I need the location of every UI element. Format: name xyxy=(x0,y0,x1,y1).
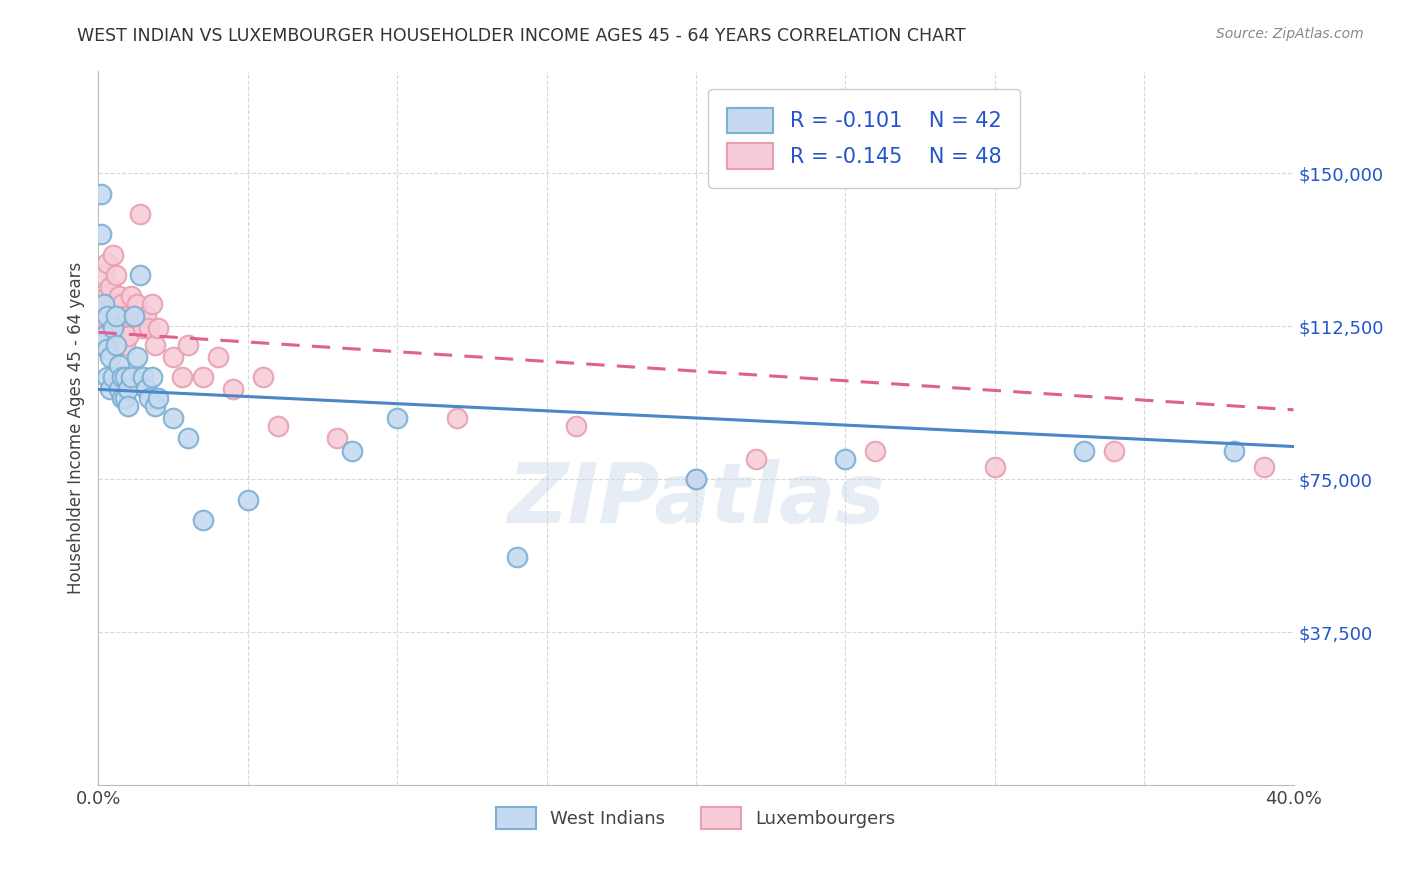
Point xyxy=(148,321,170,335)
Point xyxy=(222,383,245,397)
Point xyxy=(103,321,125,335)
Point xyxy=(127,297,149,311)
Point xyxy=(111,370,134,384)
Point xyxy=(172,370,194,384)
Point xyxy=(90,288,112,302)
Point xyxy=(114,309,136,323)
Point xyxy=(103,370,125,384)
Point xyxy=(105,309,128,323)
Point xyxy=(114,370,136,384)
Point xyxy=(111,321,134,335)
Point xyxy=(143,399,166,413)
Point xyxy=(93,329,115,343)
Point xyxy=(117,309,139,323)
Point xyxy=(135,383,157,397)
Point xyxy=(117,329,139,343)
Point xyxy=(1253,459,1275,474)
Point xyxy=(93,297,115,311)
Point xyxy=(98,383,122,397)
Point xyxy=(114,391,136,405)
Point xyxy=(132,321,155,335)
Point xyxy=(117,399,139,413)
Point xyxy=(129,268,152,283)
Point xyxy=(117,383,139,397)
Point xyxy=(108,288,131,302)
Point xyxy=(98,309,122,323)
Legend: West Indians, Luxembourgers: West Indians, Luxembourgers xyxy=(482,793,910,844)
Point xyxy=(108,358,131,372)
Point xyxy=(90,186,112,201)
Point xyxy=(124,309,146,323)
Point xyxy=(834,451,856,466)
Point xyxy=(236,492,259,507)
Point xyxy=(865,443,887,458)
Text: ZIPatlas: ZIPatlas xyxy=(508,459,884,540)
Text: WEST INDIAN VS LUXEMBOURGER HOUSEHOLDER INCOME AGES 45 - 64 YEARS CORRELATION CH: WEST INDIAN VS LUXEMBOURGER HOUSEHOLDER … xyxy=(77,27,966,45)
Point xyxy=(685,472,707,486)
Point xyxy=(342,443,364,458)
Point xyxy=(135,309,157,323)
Point xyxy=(108,321,131,335)
Point xyxy=(984,459,1007,474)
Point xyxy=(207,350,229,364)
Point xyxy=(1073,443,1095,458)
Point xyxy=(138,321,160,335)
Point xyxy=(96,309,118,323)
Point xyxy=(103,297,125,311)
Point xyxy=(93,268,115,283)
Point xyxy=(191,513,214,527)
Point xyxy=(162,350,184,364)
Point xyxy=(191,370,214,384)
Point xyxy=(127,350,149,364)
Point xyxy=(385,411,409,425)
Point xyxy=(96,256,118,270)
Point xyxy=(105,309,128,323)
Point xyxy=(108,383,131,397)
Point xyxy=(446,411,468,425)
Point xyxy=(90,309,112,323)
Point xyxy=(96,370,118,384)
Point xyxy=(148,391,170,405)
Point xyxy=(114,337,136,351)
Point xyxy=(120,370,142,384)
Point xyxy=(90,337,112,351)
Y-axis label: Householder Income Ages 45 - 64 years: Householder Income Ages 45 - 64 years xyxy=(66,262,84,594)
Point xyxy=(93,297,115,311)
Point xyxy=(98,280,122,294)
Point xyxy=(141,297,163,311)
Point xyxy=(120,288,142,302)
Point xyxy=(506,549,529,564)
Point xyxy=(177,431,200,445)
Point xyxy=(111,391,134,405)
Point xyxy=(1223,443,1246,458)
Point xyxy=(141,370,163,384)
Point xyxy=(124,309,146,323)
Point xyxy=(162,411,184,425)
Point xyxy=(326,431,349,445)
Point xyxy=(1104,443,1126,458)
Point xyxy=(267,419,290,434)
Point xyxy=(129,207,152,221)
Point xyxy=(132,370,155,384)
Point xyxy=(138,391,160,405)
Point xyxy=(103,248,125,262)
Point xyxy=(565,419,588,434)
Point xyxy=(143,337,166,351)
Text: Source: ZipAtlas.com: Source: ZipAtlas.com xyxy=(1216,27,1364,41)
Point xyxy=(111,297,134,311)
Point xyxy=(685,472,707,486)
Point xyxy=(105,337,128,351)
Point xyxy=(745,451,768,466)
Point xyxy=(252,370,274,384)
Point xyxy=(90,227,112,242)
Point xyxy=(96,288,118,302)
Point xyxy=(105,268,128,283)
Point xyxy=(96,342,118,356)
Point xyxy=(98,350,122,364)
Point xyxy=(177,337,200,351)
